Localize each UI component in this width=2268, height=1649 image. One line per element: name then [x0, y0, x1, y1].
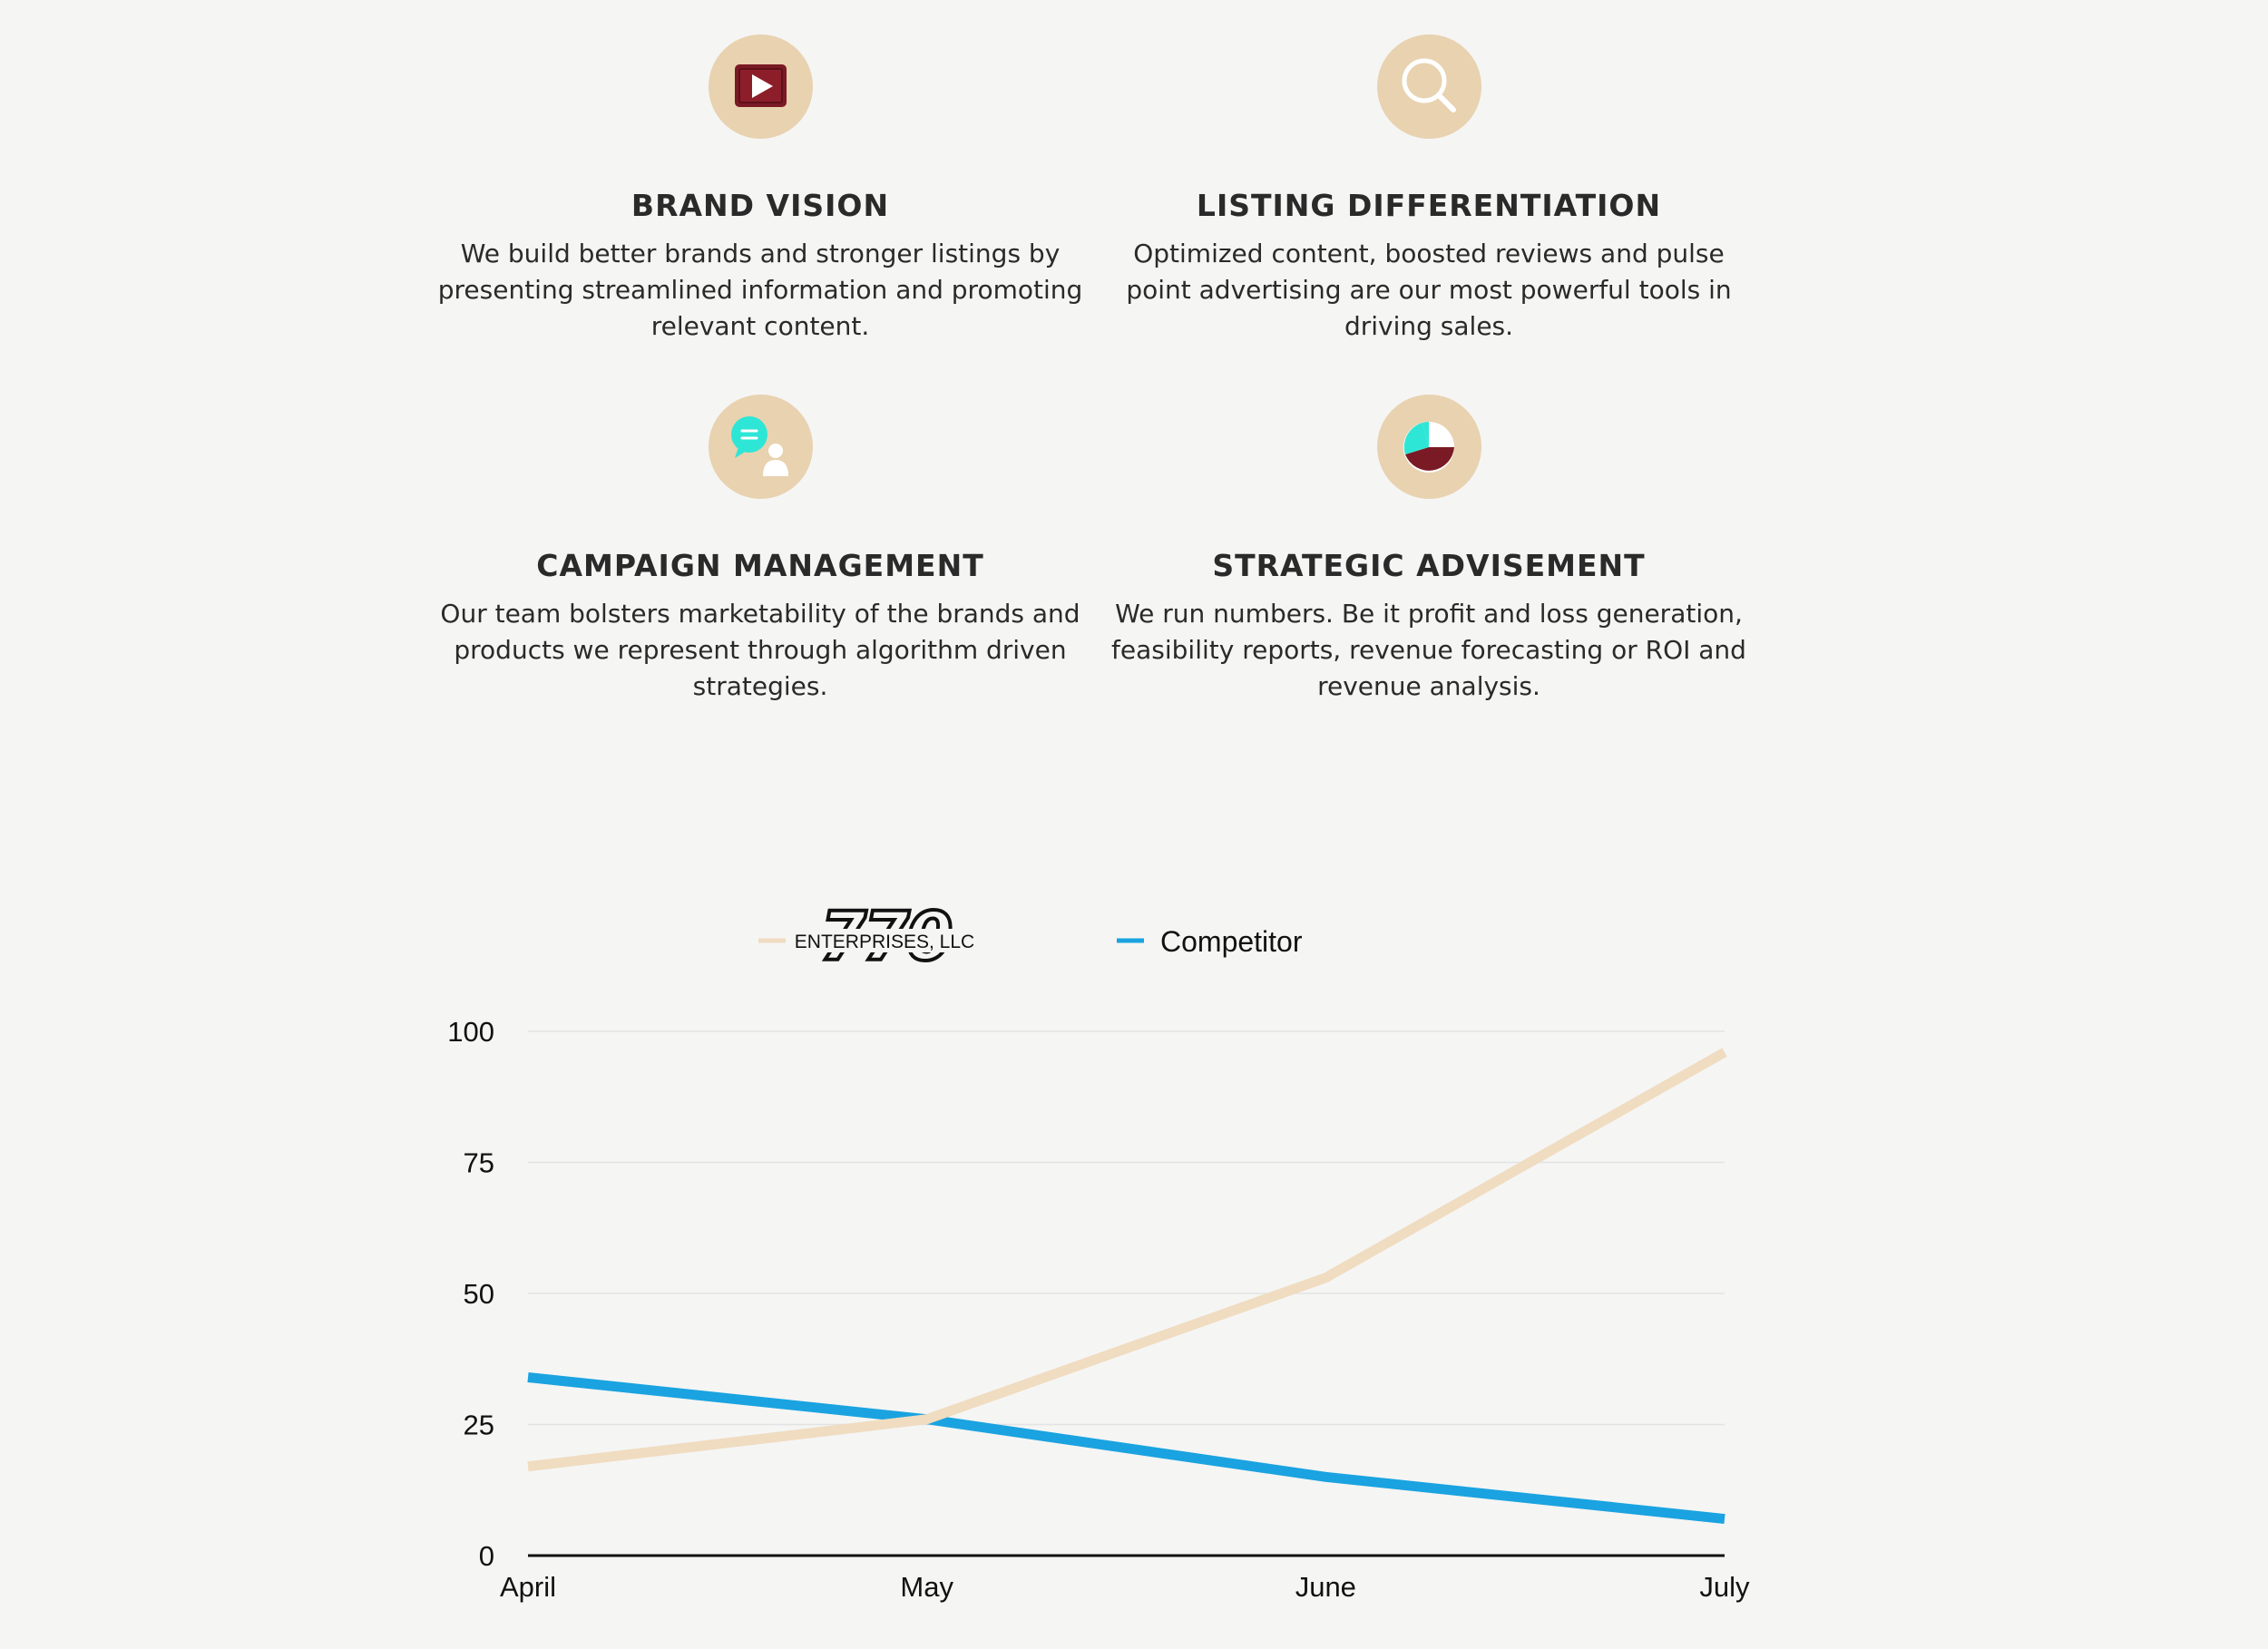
y-tick-label: 0 [479, 1540, 494, 1572]
magnifier-icon [1376, 34, 1481, 139]
feature-strategic-advisement: STRATEGIC ADVISEMENT We run numbers. Be … [1102, 395, 1755, 705]
y-tick-label: 75 [464, 1147, 494, 1179]
y-axis-ticks: 0 25 50 75 100 [447, 1016, 494, 1572]
y-tick-label: 100 [447, 1016, 494, 1048]
chart-legend: 770 ENTERPRISES, LLC Competitor [758, 896, 1303, 978]
feature-title: STRATEGIC ADVISEMENT [1212, 548, 1646, 583]
legend-label-competitor: Competitor [1160, 925, 1303, 958]
feature-text: Optimized content, boosted reviews and p… [1126, 239, 1732, 341]
series-line-brand [527, 1048, 1727, 1472]
x-tick-label: May [900, 1571, 953, 1603]
pie-chart-icon [1376, 395, 1481, 499]
feature-campaign-management: CAMPAIGN MANAGEMENT Our team bolsters ma… [434, 395, 1087, 705]
x-axis-ticks: April May June July [500, 1571, 1750, 1603]
x-tick-label: July [1699, 1571, 1750, 1603]
feature-text: We build better brands and stronger list… [437, 239, 1083, 341]
feature-title: BRAND VISION [631, 188, 890, 223]
logo-text: ENTERPRISES, LLC [795, 932, 974, 952]
logo-backdrop [798, 929, 971, 952]
chart-series [527, 1048, 1727, 1525]
x-tick-label: April [500, 1571, 556, 1603]
series-line-competitor [527, 1372, 1725, 1525]
chart-grid [528, 1030, 1725, 1557]
brand-logo: 770 ENTERPRISES, LLC [795, 896, 974, 978]
x-tick-label: June [1295, 1571, 1356, 1603]
y-tick-label: 25 [464, 1410, 494, 1441]
feature-listing-differentiation: LISTING DIFFERENTIATION Optimized conten… [1102, 34, 1755, 345]
play-video-icon [708, 34, 813, 139]
feature-title: LISTING DIFFERENTIATION [1196, 188, 1662, 223]
feature-title: CAMPAIGN MANAGEMENT [536, 548, 984, 583]
feature-text: Our team bolsters marketability of the b… [440, 599, 1080, 701]
y-tick-label: 50 [464, 1278, 494, 1310]
feature-text: We run numbers. Be it profit and loss ge… [1111, 599, 1746, 701]
chat-person-icon [708, 395, 813, 499]
feature-brand-vision: BRAND VISION We build better brands and … [434, 34, 1087, 345]
